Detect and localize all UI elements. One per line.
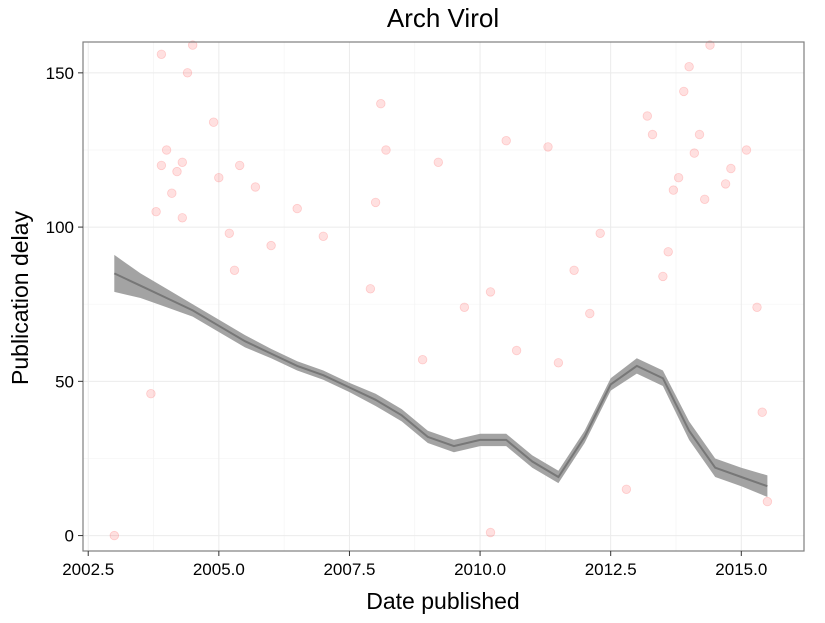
data-point xyxy=(621,484,632,495)
data-point xyxy=(292,203,302,214)
data-point xyxy=(700,194,710,205)
data-point xyxy=(161,145,172,155)
grid-lines xyxy=(83,42,804,551)
data-point xyxy=(156,160,167,171)
data-point xyxy=(720,179,731,189)
data-point xyxy=(109,530,120,541)
y-tick-label: 0 xyxy=(65,527,74,546)
data-point xyxy=(485,527,496,538)
data-point xyxy=(229,265,240,276)
data-point xyxy=(167,188,177,198)
data-point xyxy=(177,213,188,223)
data-point xyxy=(668,185,679,195)
scatter-points xyxy=(109,40,773,541)
data-point xyxy=(679,86,689,97)
data-point xyxy=(376,98,386,109)
y-axis-title: Publication delay xyxy=(7,211,33,385)
x-axis: 2002.5 2005.0 2007.5 2010.0 2012.5 2015.0 xyxy=(62,551,767,579)
data-point xyxy=(501,135,511,146)
data-point xyxy=(370,197,381,208)
data-point xyxy=(182,68,193,78)
data-point xyxy=(762,496,773,507)
data-point xyxy=(214,172,224,183)
data-point xyxy=(705,40,715,50)
data-point xyxy=(673,172,684,183)
y-tick-label: 50 xyxy=(55,372,74,391)
data-point xyxy=(726,163,736,174)
data-point xyxy=(208,117,219,127)
data-point xyxy=(658,271,668,282)
data-point xyxy=(585,308,595,319)
y-tick-label: 100 xyxy=(46,218,74,237)
data-point xyxy=(663,247,673,257)
x-tick-label: 2007.5 xyxy=(323,560,375,579)
x-tick-label: 2005.0 xyxy=(193,560,245,579)
data-point xyxy=(511,345,522,356)
data-point xyxy=(433,157,444,168)
data-point xyxy=(318,231,329,242)
data-point xyxy=(177,157,188,168)
data-point xyxy=(569,265,579,276)
data-point xyxy=(187,40,198,50)
smooth-line xyxy=(113,272,768,488)
data-point xyxy=(146,389,156,399)
data-point xyxy=(234,160,245,171)
data-point xyxy=(224,228,235,239)
data-point xyxy=(647,129,658,140)
y-axis: 0 50 100 150 xyxy=(46,64,83,546)
x-tick-label: 2010.0 xyxy=(454,560,506,579)
y-tick-label: 150 xyxy=(46,64,74,83)
data-point xyxy=(741,145,752,155)
data-point xyxy=(543,142,553,152)
data-point xyxy=(151,206,161,217)
data-point xyxy=(642,111,653,121)
x-tick-label: 2012.5 xyxy=(585,560,637,579)
data-point xyxy=(485,287,496,297)
data-point xyxy=(752,302,762,313)
data-point xyxy=(694,129,705,140)
smooth-trend xyxy=(113,254,768,497)
x-tick-label: 2002.5 xyxy=(62,560,114,579)
data-point xyxy=(684,61,694,72)
data-point xyxy=(417,355,428,365)
plot-border xyxy=(82,41,805,552)
data-point xyxy=(250,182,261,192)
plot-panel xyxy=(83,42,804,551)
data-point xyxy=(595,228,605,239)
data-point xyxy=(172,166,182,177)
plot-area xyxy=(82,40,805,552)
data-point xyxy=(266,240,276,251)
data-point xyxy=(553,358,564,368)
data-point xyxy=(156,49,167,60)
chart-title: Arch Virol xyxy=(387,3,499,33)
x-tick-label: 2015.0 xyxy=(715,560,767,579)
data-point xyxy=(381,145,391,155)
data-point xyxy=(459,302,470,313)
x-axis-title: Date published xyxy=(366,588,519,614)
data-point xyxy=(689,148,700,158)
data-point xyxy=(757,407,767,417)
data-point xyxy=(365,284,376,294)
